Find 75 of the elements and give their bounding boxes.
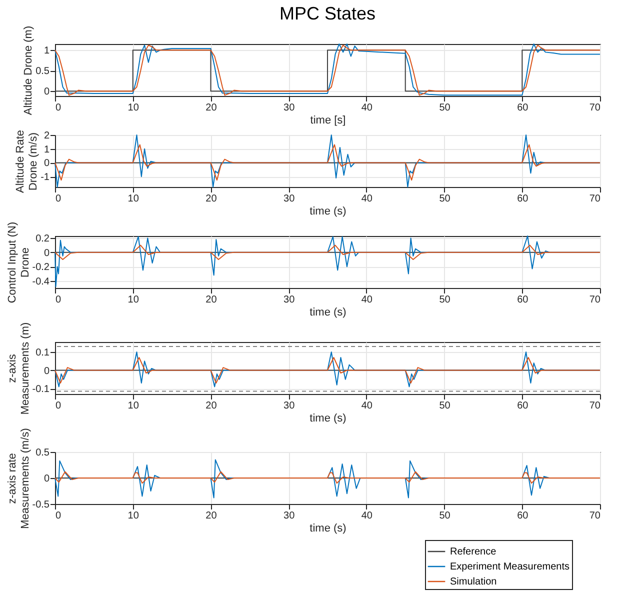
text: Control Input (N) — [6, 222, 18, 304]
y-tick-label: 0.2 — [36, 234, 50, 245]
x-tick-label: 30 — [284, 194, 296, 204]
y-tick-label: -0.2 — [32, 262, 50, 274]
x-tick-label: 0 — [56, 294, 62, 306]
x-tick-label: 40 — [361, 400, 373, 412]
x-tick-label: 60 — [517, 294, 529, 306]
y-tick-label: -0.1 — [32, 384, 50, 396]
y-tick-label: 0.5 — [36, 66, 50, 78]
x-tick-label: 40 — [361, 102, 373, 114]
x-tick-label: 20 — [206, 510, 218, 522]
chart-title: MPC States — [279, 3, 376, 24]
text: Measurements (m/s) — [19, 428, 32, 529]
x-tick-label: 60 — [517, 194, 529, 204]
text: Drone — [19, 248, 32, 278]
x-tick-label: 10 — [128, 510, 140, 522]
x-tick-label: 70 — [589, 400, 601, 412]
x-tick-label: 70 — [589, 194, 601, 204]
x-axis-title: time (s) — [310, 412, 346, 424]
x-tick-label: 40 — [361, 294, 373, 306]
x-axis-title: time (s) — [310, 206, 346, 218]
x-tick-label: 50 — [439, 194, 451, 204]
y-tick-label: 0.5 — [36, 448, 50, 458]
x-tick-label: 50 — [439, 510, 451, 522]
x-tick-label: 50 — [439, 102, 451, 114]
x-tick-label: 0 — [56, 510, 62, 522]
y-tick-label: -0.5 — [32, 500, 50, 510]
x-tick-label: 10 — [128, 400, 140, 412]
y-tick-label: -0.4 — [32, 276, 50, 288]
legend-label: Simulation — [450, 576, 497, 588]
x-tick-label: 50 — [439, 400, 451, 412]
text: Measurements (m) — [19, 322, 32, 415]
x-tick-label: 20 — [206, 400, 218, 412]
y-tick-label: 0 — [44, 366, 50, 377]
y-tick-label: 0 — [44, 474, 50, 484]
y-tick-label: 0 — [44, 248, 50, 259]
y-tick-label: 0 — [44, 86, 50, 98]
x-tick-label: 10 — [128, 294, 140, 306]
x-tick-label: 20 — [206, 294, 218, 306]
x-tick-label: 30 — [284, 102, 296, 114]
x-tick-label: 10 — [128, 102, 140, 114]
text: Altitude Rate — [14, 130, 27, 193]
x-tick-label: 60 — [517, 400, 529, 412]
x-tick-label: 70 — [589, 294, 601, 306]
y-tick-label: 1 — [44, 46, 50, 57]
x-tick-label: 70 — [589, 510, 601, 522]
x-tick-label: 30 — [284, 510, 296, 522]
x-tick-label: 20 — [206, 194, 218, 204]
x-tick-label: 60 — [517, 102, 529, 114]
x-tick-label: 30 — [284, 400, 296, 412]
legend-label: Experiment Measurements — [450, 562, 570, 572]
x-axis-title: time (s) — [310, 306, 346, 318]
legend-label: Reference — [450, 546, 497, 558]
x-tick-label: 0 — [56, 194, 62, 204]
y-tick-label: 2 — [44, 130, 50, 142]
x-tick-label: 20 — [206, 102, 218, 114]
text: Altitude Drone (m) — [22, 26, 35, 116]
y-tick-label: 1 — [44, 144, 50, 156]
x-tick-label: 40 — [361, 510, 373, 522]
text: z-axis — [6, 354, 18, 383]
x-axis-title: time [s] — [310, 114, 346, 126]
x-tick-label: 0 — [56, 400, 62, 412]
text: z-axis rate — [6, 453, 18, 504]
x-tick-label: 40 — [361, 194, 373, 204]
y-tick-label: 0 — [44, 158, 50, 170]
x-tick-label: 10 — [128, 194, 140, 204]
y-tick-label: 0.1 — [36, 348, 50, 359]
x-tick-label: 70 — [589, 102, 601, 114]
x-tick-label: 30 — [284, 294, 296, 306]
x-tick-label: 50 — [439, 294, 451, 306]
x-tick-label: 0 — [56, 102, 62, 114]
x-tick-label: 60 — [517, 510, 529, 522]
y-tick-label: -1 — [40, 172, 50, 184]
x-axis-title: time (s) — [310, 522, 346, 534]
text: Drone (m/s) — [28, 132, 40, 191]
